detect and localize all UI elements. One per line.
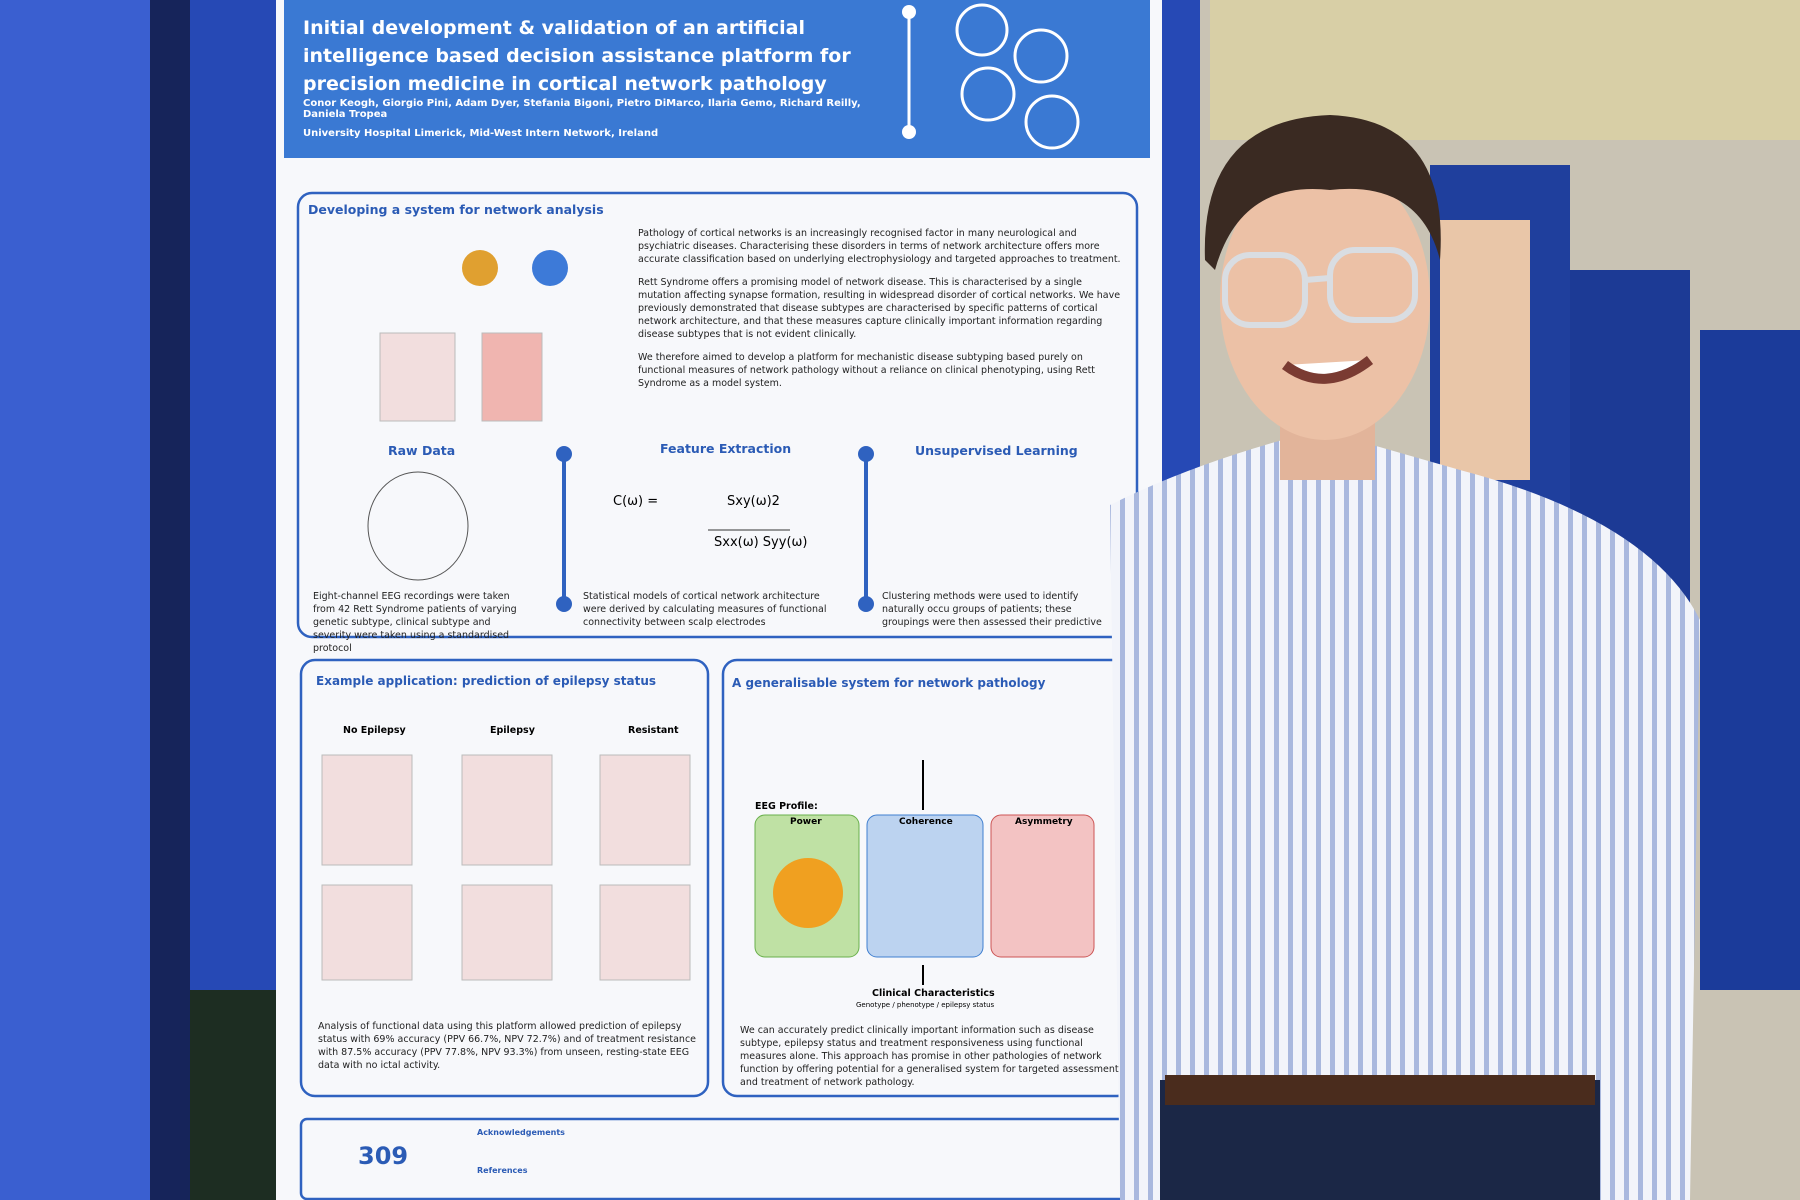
board	[1700, 330, 1800, 990]
clinical: Clinical Characteristics	[872, 988, 995, 999]
belt	[1165, 1075, 1595, 1105]
bottle	[190, 990, 285, 1200]
step-dots	[556, 446, 874, 612]
topomap	[462, 250, 498, 286]
step-title: Raw Data	[388, 443, 456, 458]
poster	[276, 0, 1162, 1200]
hair	[1204, 115, 1441, 270]
panel-asymmetry	[990, 814, 1095, 958]
step-caption: Statistical models of cortical network a…	[583, 591, 827, 628]
formula-denominator: Sxx(ω) Syy(ω)	[714, 535, 808, 550]
poster-number: 309	[358, 1142, 409, 1170]
section-frames	[296, 191, 1156, 1200]
column-label: Resistant	[628, 725, 679, 736]
authors: Conor Keogh, Giorgio Pini, Adam Dyer, St…	[303, 98, 861, 120]
hall-wall	[1210, 0, 1800, 140]
poster-title: Initial development & validation of an a…	[303, 17, 851, 95]
intro: Pathology of cortical networks is an inc…	[638, 227, 1128, 390]
dot	[902, 5, 916, 19]
step-caption: Eight-channel EEG recordings were taken …	[313, 591, 517, 654]
icons	[955, 3, 1080, 150]
stand	[150, 0, 190, 1200]
head-diagram	[367, 471, 469, 581]
eeg-profile: EEG Profile:	[755, 801, 818, 812]
topomap	[773, 858, 843, 928]
column-label: No Epilepsy	[343, 725, 406, 736]
shirt	[1110, 430, 1700, 1200]
step-title: Feature Extraction	[660, 441, 792, 456]
formula-numerator: Sxy(ω)2	[727, 494, 780, 509]
paragraph: Pathology of cortical networks is an inc…	[638, 228, 1121, 265]
section-title: Developing a system for network analysis	[308, 202, 604, 217]
panel-label: Power	[790, 817, 822, 827]
paragraph: We therefore aimed to develop a platform…	[638, 352, 1096, 389]
clinical-sub: Genotype / phenotype / epilepsy status	[856, 1001, 995, 1009]
acknowledgements: Acknowledgements	[477, 1128, 565, 1137]
paragraph: Rett Syndrome offers a promising model o…	[638, 277, 1121, 340]
section-title: Example application: prediction of epile…	[316, 674, 657, 688]
panel-coherence	[866, 814, 984, 958]
panel-label: Asymmetry	[1015, 817, 1073, 827]
column-label: Epilepsy	[490, 725, 535, 736]
references: References	[477, 1166, 528, 1175]
step-lines	[562, 454, 868, 604]
smile	[1282, 355, 1374, 384]
glasses	[1222, 247, 1418, 328]
section-title: A generalisable system for network patho…	[732, 676, 1046, 690]
poster-bg	[1440, 220, 1530, 480]
panel-label: Coherence	[899, 817, 953, 827]
panel	[0, 0, 160, 1200]
matrices	[321, 332, 691, 981]
step-title: Unsupervised Learning	[915, 443, 1078, 458]
caption: Analysis of functional data using this p…	[318, 1021, 697, 1071]
dot	[902, 125, 916, 139]
affiliation: University Hospital Limerick, Mid-West I…	[303, 128, 659, 139]
formula-lhs: C(ω) =	[613, 494, 659, 509]
step-caption: Clustering methods were used to identify…	[882, 591, 1102, 628]
topomap	[532, 250, 568, 286]
caption: We can accurately predict clinically imp…	[740, 1025, 1119, 1088]
face	[1220, 160, 1430, 440]
